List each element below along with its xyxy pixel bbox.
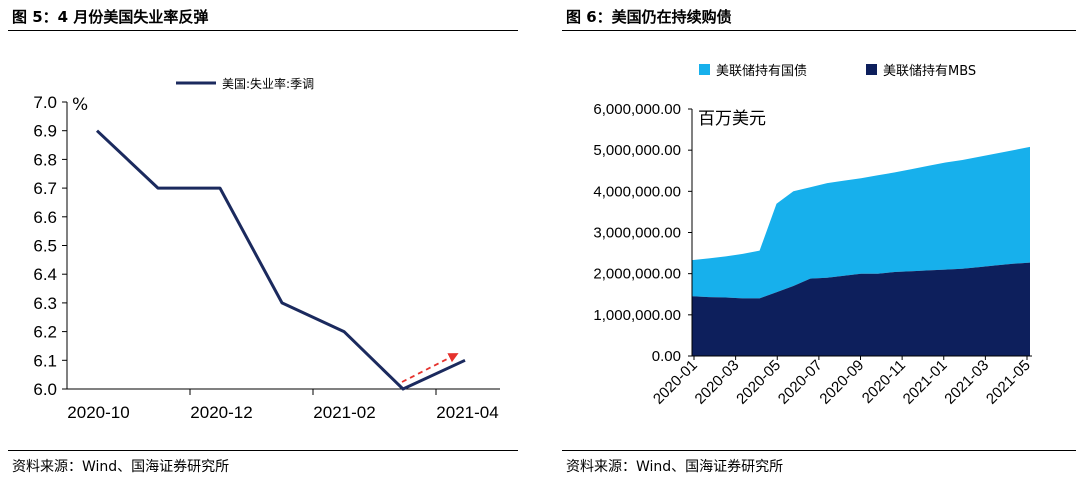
- unit-label: %: [72, 95, 88, 115]
- y-tick-label: 5,000,000.00: [593, 142, 681, 159]
- series-line: [95, 129, 466, 391]
- y-tick-label: 1,000,000.00: [593, 307, 681, 324]
- x-tick-label: 2020-10: [67, 403, 129, 422]
- x-tick-label: 2020-11: [859, 357, 909, 407]
- y-tick-label: 4,000,000.00: [593, 183, 681, 200]
- y-tick-label: 6.0: [33, 380, 57, 399]
- y-tick-label: 6.2: [33, 323, 57, 342]
- x-tick-label: 2021-03: [941, 357, 992, 408]
- right-figure-title: 图 6：美国仍在持续购债: [566, 8, 732, 26]
- legend-swatch-mbs: [866, 64, 877, 75]
- y-tick-label: 6.7: [33, 179, 57, 198]
- right-title-rule: [562, 30, 1076, 31]
- y-tick-label: 6.9: [33, 122, 57, 141]
- x-tick-label: 2020-05: [733, 357, 784, 408]
- left-source: 资料来源：Wind、国海证券研究所: [12, 459, 230, 475]
- area-treasury: [692, 146, 1030, 299]
- y-tick-label: 6.6: [33, 208, 57, 227]
- x-tick-label: 2021-02: [313, 403, 375, 422]
- x-tick-label: 2021-04: [436, 403, 498, 422]
- y-tick-label: 6.8: [33, 150, 57, 169]
- y-tick-label: 2,000,000.00: [593, 266, 681, 283]
- trend-arrow: [401, 353, 459, 383]
- y-tick-label: 7.0: [33, 93, 57, 112]
- left-figure-title: 图 5：4 月份美国失业率反弹: [12, 8, 209, 26]
- left-source-rule: [8, 450, 518, 451]
- y-tick-label: 6,000,000.00: [593, 101, 681, 118]
- y-tick-label: 6.5: [33, 237, 57, 256]
- y-tick-label: 6.3: [33, 294, 57, 313]
- left-line-chart: 7.0 6.9 6.8 6.7 6.6 6.5 6.4 6.3 6.2 6.1 6.0% 2020-1…: [33, 76, 500, 422]
- area-mbs: [692, 262, 1030, 356]
- legend-label-mbs: 美联储持有MBS: [883, 64, 976, 79]
- x-tick-label: 2021-01: [900, 357, 951, 408]
- y-tick-label: 0.00: [652, 348, 681, 365]
- x-tick-label: 2020-09: [816, 357, 867, 408]
- y-tick-label: 6.1: [33, 351, 57, 370]
- x-tick-label: 2020-03: [691, 357, 742, 408]
- x-tick-label: 2021-05: [983, 357, 1034, 408]
- legend-swatch-treasury: [699, 64, 710, 75]
- left-title-rule: [8, 30, 518, 31]
- right-source: 资料来源：Wind、国海证券研究所: [566, 459, 784, 475]
- legend-label-unemployment: 美国:失业率:季调: [222, 76, 314, 91]
- x-tick-label: 2020-12: [190, 403, 252, 422]
- legend-label-treasury: 美联储持有国债: [716, 64, 807, 79]
- right-source-rule: [562, 450, 1076, 451]
- right-area-chart: 6,000,000.00 5,000,000.00 4,000,000.00 3,00…: [593, 64, 1034, 408]
- y-tick-label: 3,000,000.00: [593, 225, 681, 242]
- unit-label: 百万美元: [698, 109, 766, 129]
- x-tick-label: 2020-07: [775, 357, 826, 408]
- y-tick-label: 6.4: [33, 265, 57, 284]
